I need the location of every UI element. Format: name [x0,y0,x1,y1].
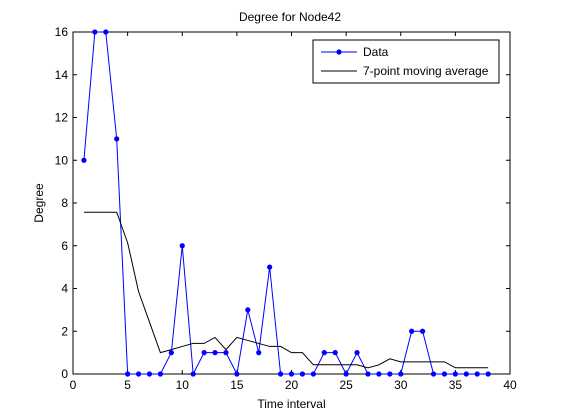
data-point [201,350,207,356]
legend: Data 7-point moving average [312,39,500,84]
y-tick-label: 16 [55,25,69,39]
data-point [256,350,262,356]
data-point [365,371,371,377]
data-point [212,350,218,356]
data-point [354,350,360,356]
data-point [179,243,185,249]
data-point [223,350,229,356]
x-tick-label: 25 [339,378,353,392]
x-tick-label: 15 [230,378,244,392]
data-point [168,350,174,356]
axis-ticks: 0 5 10 15 20 25 30 35 40 0 2 4 6 8 10 12 14 16 [55,25,517,392]
data-point [452,371,458,377]
data-point [332,350,338,356]
legend-marker [336,49,342,55]
y-tick-label: 10 [55,153,69,167]
data-point [157,371,163,377]
x-tick-label: 40 [503,378,517,392]
data-point [420,328,426,334]
data-point [485,371,491,377]
x-tick-label: 35 [449,378,463,392]
y-tick-label: 4 [61,282,68,296]
data-point [146,371,153,377]
data-point [125,371,131,377]
data-point [463,371,469,377]
data-point [321,350,327,356]
y-tick-label: 6 [61,239,68,253]
data-point [474,371,480,377]
y-tick-label: 2 [61,324,68,338]
data-point [114,136,120,142]
y-tick-label: 14 [55,68,69,82]
series-line-2 [83,211,489,369]
data-point [376,371,382,377]
data-point [288,371,295,377]
data-point [398,371,404,377]
x-tick-label: 20 [285,378,299,392]
data-point [310,371,316,377]
data-point [135,371,142,377]
data-point [277,371,284,377]
x-tick-label: 10 [176,378,190,392]
data-point [245,307,251,313]
y-tick-label: 12 [55,111,69,125]
data-point [441,371,448,377]
chart-title: Degree for Node42 [239,10,341,24]
series-layer [81,29,491,377]
plot-area [72,31,511,375]
data-point [81,157,87,163]
y-axis-label: Degree [32,183,46,223]
data-point [387,371,393,377]
legend-label: 7-point moving average [363,64,489,78]
data-point [190,371,196,377]
data-point [234,371,240,377]
legend-box [312,39,500,84]
data-point [103,29,109,35]
data-point [299,371,306,377]
data-point [409,328,415,334]
x-axis-label: Time interval [257,397,325,411]
data-point [267,264,273,270]
x-tick-label: 5 [124,378,131,392]
y-tick-label: 0 [61,367,68,381]
x-tick-label: 30 [394,378,408,392]
y-tick-label: 8 [61,196,68,210]
data-point [92,29,98,35]
x-tick-label: 0 [70,378,77,392]
data-point [430,371,437,377]
legend-label: Data [363,45,389,59]
data-point [343,371,349,377]
